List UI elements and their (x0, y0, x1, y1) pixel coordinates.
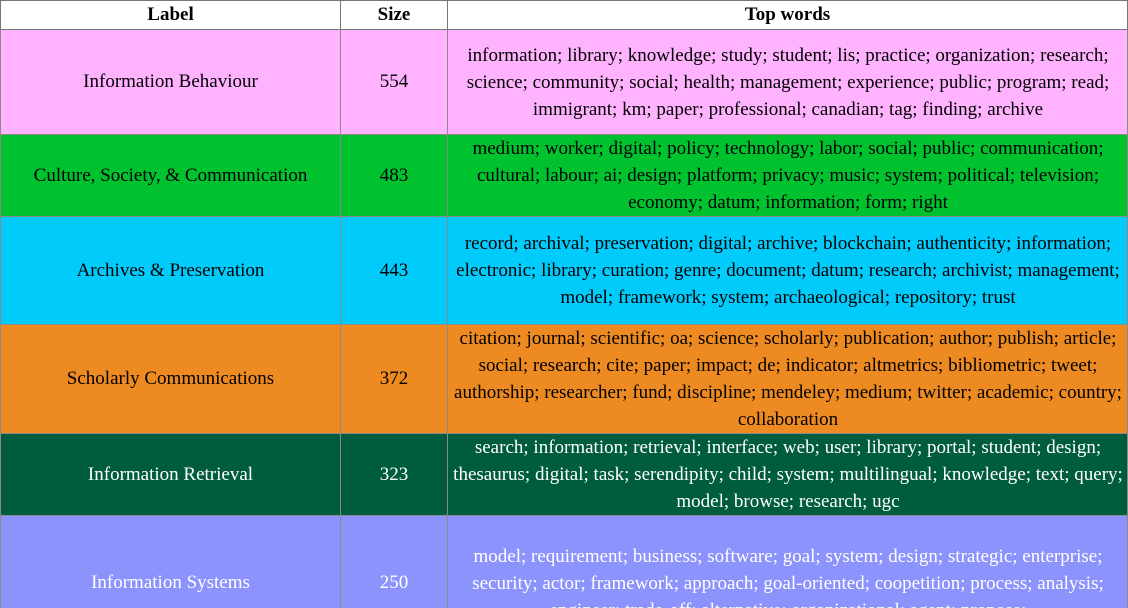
row-top-words: search; information; retrieval; interfac… (447, 433, 1128, 516)
row-label: Information Behaviour (0, 29, 341, 135)
row-top-words-text: medium; worker; digital; policy; technol… (472, 138, 1104, 213)
row-top-words-text: information; library; knowledge; study; … (466, 44, 1110, 120)
table-row: Information Systems 250 model; requireme… (0, 515, 1128, 608)
row-size: 372 (340, 324, 448, 434)
row-top-words: record; archival; preservation; digital;… (447, 216, 1128, 325)
row-top-words: information; library; knowledge; study; … (447, 29, 1128, 135)
header-top-words: Top words (447, 0, 1128, 30)
table-row: Scholarly Communications 372 citation; j… (0, 324, 1128, 434)
table-row: Information Behaviour 554 information; l… (0, 29, 1128, 135)
table-row: Information Retrieval 323 search; inform… (0, 433, 1128, 516)
table-row: Culture, Society, & Communication 483 me… (0, 134, 1128, 217)
row-size: 554 (340, 29, 448, 135)
row-size: 443 (340, 216, 448, 325)
row-size: 483 (340, 134, 448, 217)
row-top-words-text: search; information; retrieval; interfac… (453, 437, 1123, 512)
row-top-words-text: record; archival; preservation; digital;… (456, 233, 1120, 308)
row-top-words: model; requirement; business; software; … (447, 515, 1128, 608)
row-size: 250 (340, 515, 448, 608)
row-top-words-text: citation; journal; scientific; oa; scien… (454, 328, 1122, 430)
row-label: Information Systems (0, 515, 341, 608)
row-size: 323 (340, 433, 448, 516)
row-top-words: citation; journal; scientific; oa; scien… (447, 324, 1128, 434)
row-top-words-text: model; requirement; business; software; … (472, 545, 1104, 608)
row-label: Scholarly Communications (0, 324, 341, 434)
row-top-words: medium; worker; digital; policy; technol… (447, 134, 1128, 217)
header-label: Label (0, 0, 341, 30)
row-label: Culture, Society, & Communication (0, 134, 341, 217)
header-size: Size (340, 0, 448, 30)
header-row: Label Size Top words (0, 0, 1128, 30)
table-row: Archives & Preservation 443 record; arch… (0, 216, 1128, 325)
row-label: Archives & Preservation (0, 216, 341, 325)
row-label: Information Retrieval (0, 433, 341, 516)
